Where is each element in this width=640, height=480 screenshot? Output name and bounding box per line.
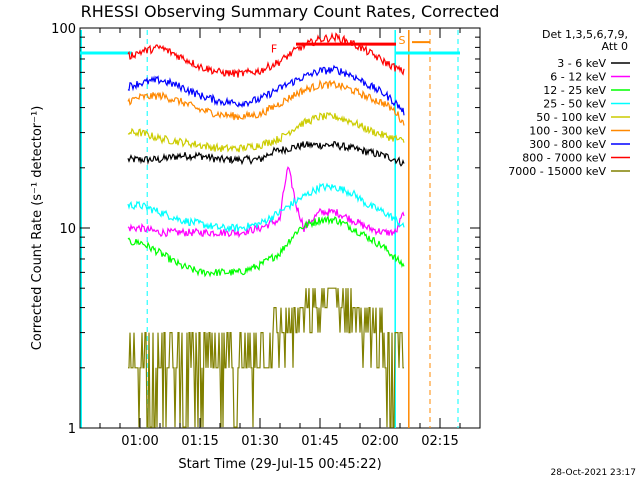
series-line-8 bbox=[127, 31, 405, 78]
legend-label-1: 3 - 6 keV bbox=[557, 57, 606, 70]
x-tick-label-6: 02:15 bbox=[421, 434, 458, 449]
annotation-f: F bbox=[271, 42, 277, 55]
series-line-4 bbox=[127, 182, 405, 232]
series-line-2 bbox=[127, 166, 405, 239]
legend-label-9: 7000 - 15000 keV bbox=[508, 165, 606, 178]
y-axis-title: Corrected Count Rate (s⁻¹ detector⁻¹) bbox=[30, 106, 45, 351]
series-line-7 bbox=[127, 64, 405, 116]
series-line-6 bbox=[127, 79, 405, 126]
series-line-1 bbox=[127, 140, 405, 167]
series-line-3 bbox=[127, 215, 405, 278]
legend-label-7: 300 - 800 keV bbox=[529, 138, 606, 151]
legend-header-1: Det 1,3,5,6,7,9, bbox=[542, 28, 628, 41]
x-tick-label-4: 01:45 bbox=[301, 434, 338, 449]
x-tick-label-5: 02:00 bbox=[361, 434, 398, 449]
x-tick-label-2: 01:15 bbox=[181, 434, 218, 449]
legend-label-6: 100 - 300 keV bbox=[529, 125, 606, 138]
y-tick-label-3: 100 bbox=[51, 22, 76, 37]
x-tick-label-3: 01:30 bbox=[241, 434, 278, 449]
legend-label-4: 25 - 50 keV bbox=[543, 98, 606, 111]
legend-label-5: 50 - 100 keV bbox=[536, 111, 606, 124]
x-tick-label-1: 01:00 bbox=[121, 434, 158, 449]
footer-date: 28-Oct-2021 23:17 bbox=[551, 468, 636, 478]
legend-label-3: 12 - 25 keV bbox=[543, 84, 606, 97]
y-tick-label-2: 10 bbox=[59, 222, 76, 237]
legend-label-8: 800 - 7000 keV bbox=[522, 152, 606, 165]
legend-header-2: Att 0 bbox=[602, 40, 628, 53]
chart-title: RHESSI Observing Summary Count Rates, Co… bbox=[81, 2, 500, 21]
x-axis-title: Start Time (29-Jul-15 00:45:22) bbox=[178, 457, 381, 472]
series-line-9 bbox=[128, 287, 404, 428]
series-lines bbox=[127, 31, 405, 428]
legend-label-2: 6 - 12 keV bbox=[550, 71, 606, 84]
axes: 1 10 100 01:00 01:15 01:30 01:45 02:00 02:15 bbox=[51, 22, 481, 449]
series-line-5 bbox=[127, 111, 405, 153]
y-tick-label-1: 1 bbox=[68, 422, 76, 437]
annotation-s: S bbox=[399, 34, 406, 47]
